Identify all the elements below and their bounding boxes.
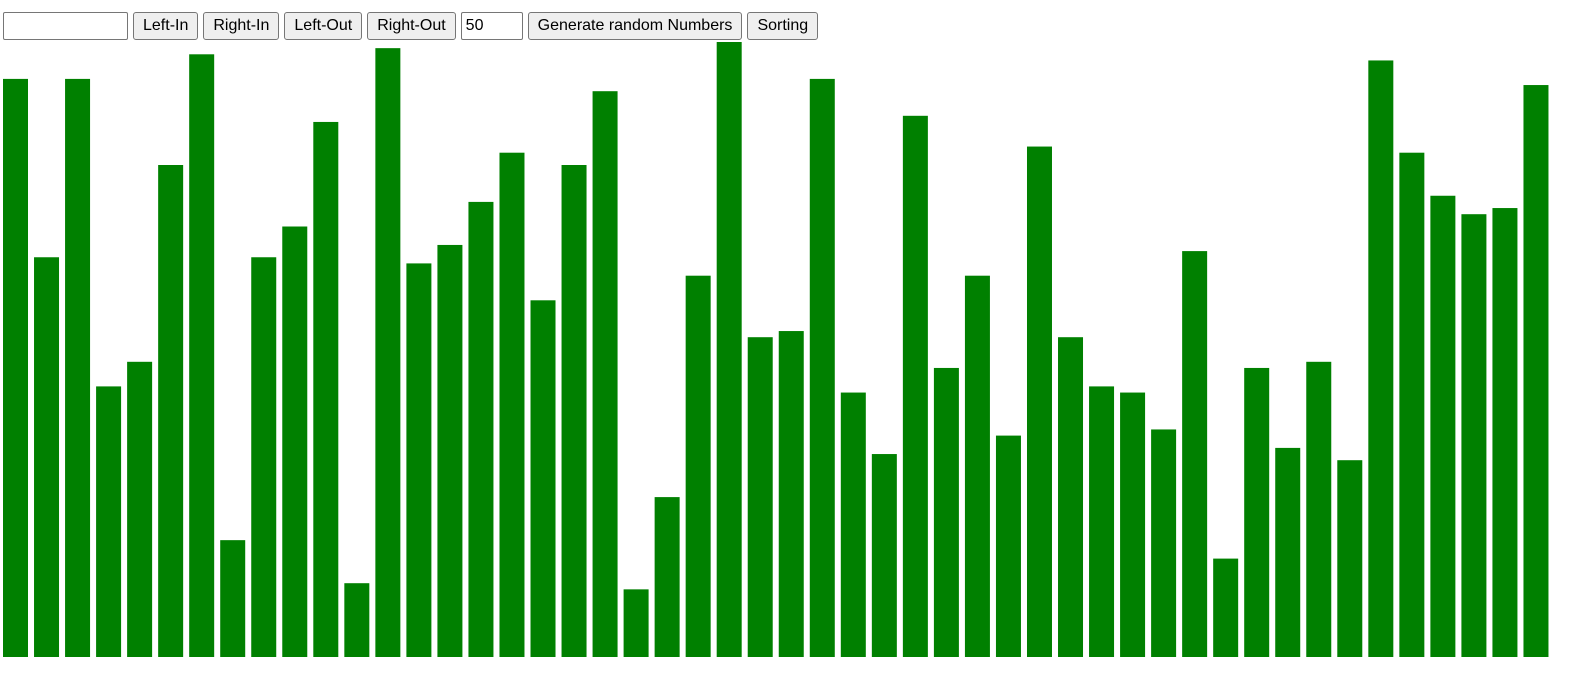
- left-out-button[interactable]: Left-Out: [284, 11, 363, 40]
- bar-10: [282, 226, 308, 657]
- bar-42: [1275, 447, 1301, 657]
- bar-41: [1244, 367, 1270, 657]
- bar-3: [65, 78, 91, 657]
- bar-26: [778, 331, 804, 657]
- bar-4: [96, 386, 122, 657]
- bar-6: [158, 165, 184, 657]
- bar-20: [592, 91, 618, 657]
- bar-25: [747, 337, 773, 657]
- bar-2: [34, 257, 60, 657]
- bar-32: [964, 275, 990, 657]
- right-out-button[interactable]: Right-Out: [367, 11, 456, 40]
- generate-random-numbers-button[interactable]: Generate random Numbers: [527, 11, 743, 40]
- bar-1: [3, 78, 28, 657]
- bar-13: [375, 48, 401, 657]
- bar-36: [1089, 386, 1115, 657]
- bar-33: [995, 435, 1021, 657]
- bar-8: [220, 540, 246, 657]
- bar-47: [1430, 195, 1456, 657]
- bar-50: [1523, 85, 1549, 658]
- bar-28: [840, 392, 866, 657]
- bar-17: [499, 152, 525, 657]
- bar-23: [685, 275, 711, 657]
- bar-16: [468, 201, 494, 657]
- count-input[interactable]: [460, 11, 523, 40]
- bar-24: [716, 42, 742, 657]
- bar-35: [1058, 337, 1084, 657]
- bar-22: [654, 497, 680, 657]
- bar-14: [406, 263, 432, 657]
- bar-40: [1213, 558, 1239, 657]
- bar-9: [251, 257, 277, 657]
- bar-15: [437, 244, 463, 657]
- bar-30: [902, 115, 928, 658]
- bar-7: [189, 54, 215, 658]
- bar-44: [1337, 460, 1363, 657]
- bar-27: [809, 78, 835, 657]
- bar-18: [530, 300, 556, 657]
- bar-39: [1182, 251, 1208, 657]
- bar-21: [623, 589, 649, 657]
- bar-37: [1120, 392, 1146, 657]
- bar-49: [1492, 208, 1518, 658]
- bar-29: [871, 454, 897, 657]
- bar-11: [313, 121, 339, 657]
- bar-43: [1306, 361, 1332, 657]
- bar-12: [344, 583, 370, 657]
- toolbar: Left-In Right-In Left-Out Right-Out Gene…: [3, 11, 819, 40]
- bar-34: [1026, 146, 1052, 658]
- bar-45: [1368, 60, 1394, 657]
- bar-48: [1461, 214, 1487, 657]
- value-input[interactable]: [3, 11, 128, 40]
- right-in-button[interactable]: Right-In: [203, 11, 280, 40]
- sorting-button[interactable]: Sorting: [747, 11, 819, 40]
- bar-5: [127, 361, 153, 657]
- bar-31: [933, 367, 959, 657]
- bar-19: [561, 165, 587, 657]
- bar-38: [1151, 429, 1177, 657]
- bar-46: [1399, 152, 1425, 657]
- left-in-button[interactable]: Left-In: [133, 11, 199, 40]
